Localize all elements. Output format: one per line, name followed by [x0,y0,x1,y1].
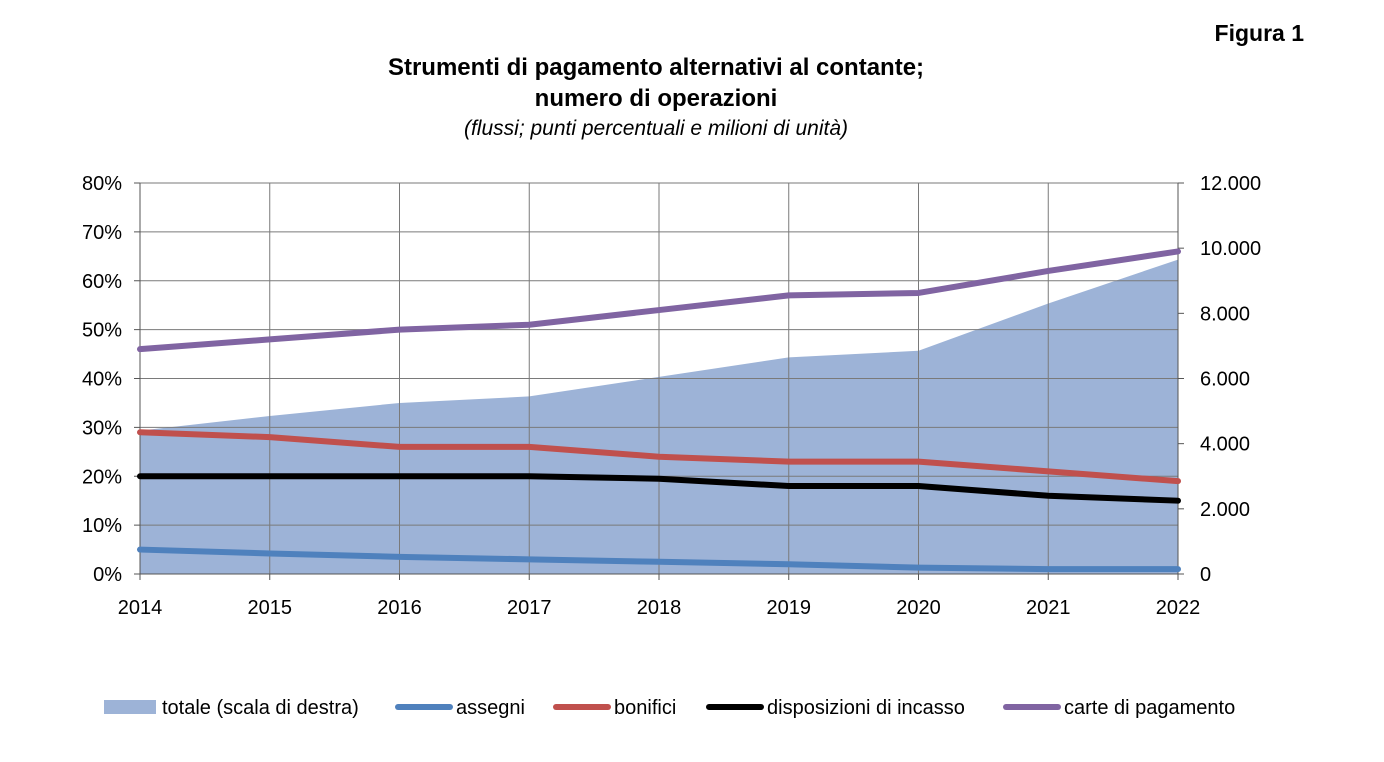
left-tick-label: 20% [82,466,122,488]
right-tick-label: 10.000 [1200,238,1261,260]
x-tick-label: 2018 [637,597,682,619]
right-tick-label: 8.000 [1200,303,1250,325]
legend-label: disposizioni di incasso [767,697,965,719]
series-line-bonifici [137,429,1181,485]
figure-label: Figura 1 [1214,20,1304,46]
legend-label: totale (scala di destra) [162,697,359,719]
series-line-assegni [137,546,1181,573]
left-tick-label: 0% [93,564,122,586]
left-tick-label: 60% [82,271,122,293]
right-tick-label: 6.000 [1200,369,1250,391]
chart-title-line2: numero di operazioni [534,85,778,112]
left-tick-label: 10% [82,515,122,537]
legend-label: assegni [456,697,525,719]
left-tick-label: 80% [82,173,122,195]
legend-swatch-totale [104,700,156,714]
x-tick-label: 2020 [896,597,941,619]
chart-subtitle: (flussi; punti percentuali e milioni di … [463,117,849,140]
x-tick-label: 2016 [377,597,422,619]
left-tick-label: 50% [82,320,122,342]
chart-titles: Strumenti di pagamento alternativi al co… [306,52,1006,144]
series-line-carte-di-pagamento [137,248,1181,353]
right-tick-label: 2.000 [1200,499,1250,521]
x-tick-label: 2015 [248,597,293,619]
left-tick-label: 40% [82,369,122,391]
x-tick-label: 2019 [767,597,812,619]
right-tick-label: 12.000 [1200,173,1261,195]
left-tick-label: 30% [82,417,122,439]
chart-title-line1: Strumenti di pagamento alternativi al co… [387,54,925,81]
x-tick-label: 2014 [118,597,163,619]
x-tick-label: 2021 [1026,597,1071,619]
right-tick-label: 0 [1200,564,1211,586]
x-tick-label: 2017 [507,597,552,619]
x-tick-label: 2022 [1156,597,1201,619]
legend-label: bonifici [614,697,676,719]
right-tick-label: 4.000 [1200,434,1250,456]
series-line-disposizioni-di-incasso [137,473,1181,504]
legend-label: carte di pagamento [1064,697,1235,719]
left-tick-label: 70% [82,222,122,244]
